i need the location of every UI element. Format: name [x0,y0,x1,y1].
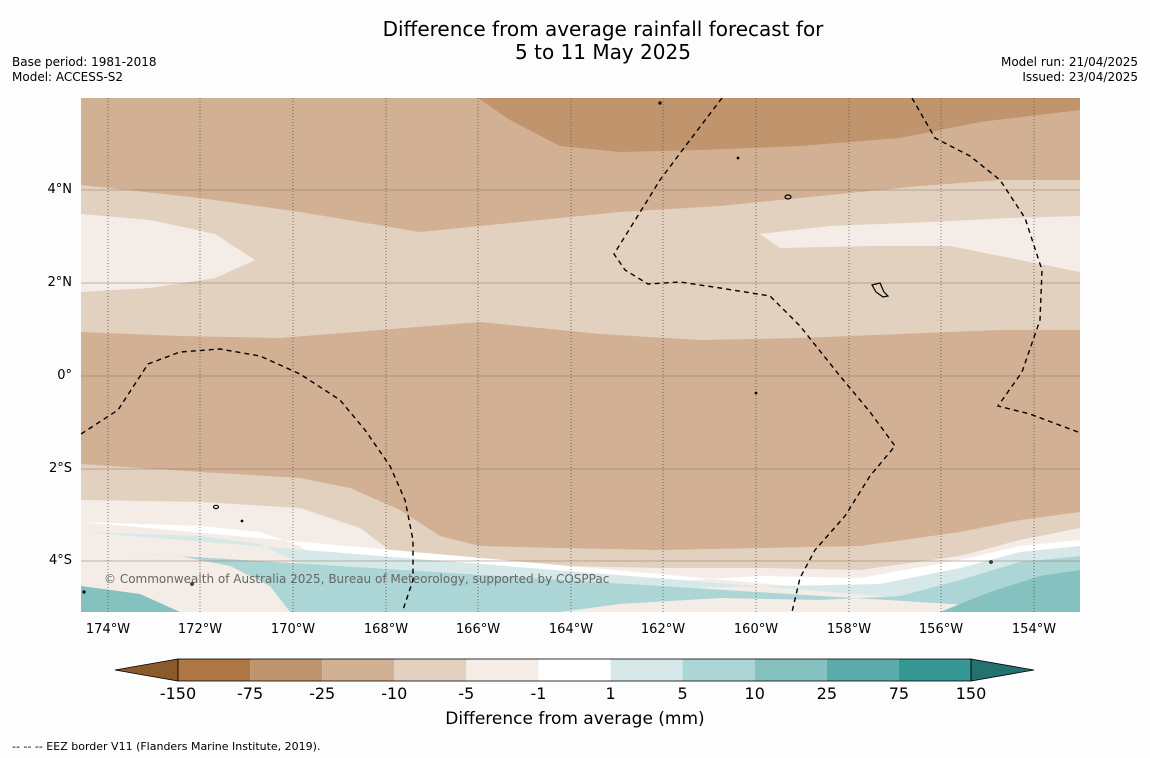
colorbar-extend-low [114,658,179,682]
lat-label-2s: 2°S [48,461,72,476]
meta-right: Model run: 21/04/2025 Issued: 23/04/2025 [1001,55,1138,85]
colorbar-tick-label: 5 [677,684,688,703]
colorbar-tick-label: -150 [159,684,197,703]
lon-label-154w: 154°W [1011,622,1057,637]
lon-label-166w: 166°W [455,622,501,637]
lon-label-160w: 160°W [733,622,779,637]
lat-label-4n: 4°N [47,182,73,197]
colorbar-bin [538,659,611,681]
colorbar-bin [826,659,899,681]
lat-label-0: 0° [57,368,72,383]
islands [82,101,993,594]
map-title: Difference from average rainfall forecas… [300,18,906,64]
colorbar-extend-high [970,658,1035,682]
lon-label-172w: 172°W [177,622,223,637]
colorbar-tick-label: -25 [309,684,336,703]
lon-label-170w: 170°W [270,622,316,637]
colorbar-tick-label: -75 [237,684,264,703]
lon-label-168w: 168°W [363,622,409,637]
map-fill [81,98,1080,612]
lat-label-4s: 4°S [48,553,72,568]
colorbar-tick-label: -10 [381,684,408,703]
colorbar-tick-label: 25 [816,684,837,703]
colorbar-bin [754,659,827,681]
colorbar-bin [466,659,539,681]
colorbar-bin [178,659,251,681]
eez-footnote: -- -- -- EEZ border V11 (Flanders Marine… [12,740,321,753]
meta-left: Base period: 1981-2018 Model: ACCESS-S2 [12,55,157,85]
colorbar-tick-label: 1 [605,684,616,703]
colorbar-bin [322,659,395,681]
issued-date: Issued: 23/04/2025 [1022,70,1138,84]
latitude-lines [81,189,1080,562]
eez-borders [81,98,1079,612]
title-line-2: 5 to 11 May 2025 [515,40,691,64]
colorbar-tick-label: -5 [458,684,475,703]
colorbar-tick-label: -1 [530,684,547,703]
colorbar-bin [610,659,683,681]
colorbar-title: Difference from average (mm) [445,709,705,729]
copyright-notice: © Commonwealth of Australia 2025, Bureau… [104,572,610,586]
title-line-1: Difference from average rainfall forecas… [382,17,824,41]
model-run: Model run: 21/04/2025 [1000,55,1138,69]
model-name: Model: ACCESS-S2 [12,70,124,84]
lon-label-164w: 164°W [548,622,594,637]
colorbar-bin [250,659,323,681]
lon-label-158w: 158°W [826,622,872,637]
colorbar-bin [898,659,971,681]
colorbar-tick-label: 75 [888,684,910,703]
colorbar-bin [394,659,467,681]
lon-label-156w: 156°W [918,622,964,637]
base-period: Base period: 1981-2018 [12,55,157,69]
lon-label-174w: 174°W [85,622,131,637]
colorbar-frame [177,658,972,682]
colorbar-bin [682,659,755,681]
colorbar-tick-label: 150 [955,684,987,703]
lon-label-162w: 162°W [640,622,686,637]
colorbar-tick-label: 10 [744,684,765,703]
lat-label-2n: 2°N [47,275,73,290]
